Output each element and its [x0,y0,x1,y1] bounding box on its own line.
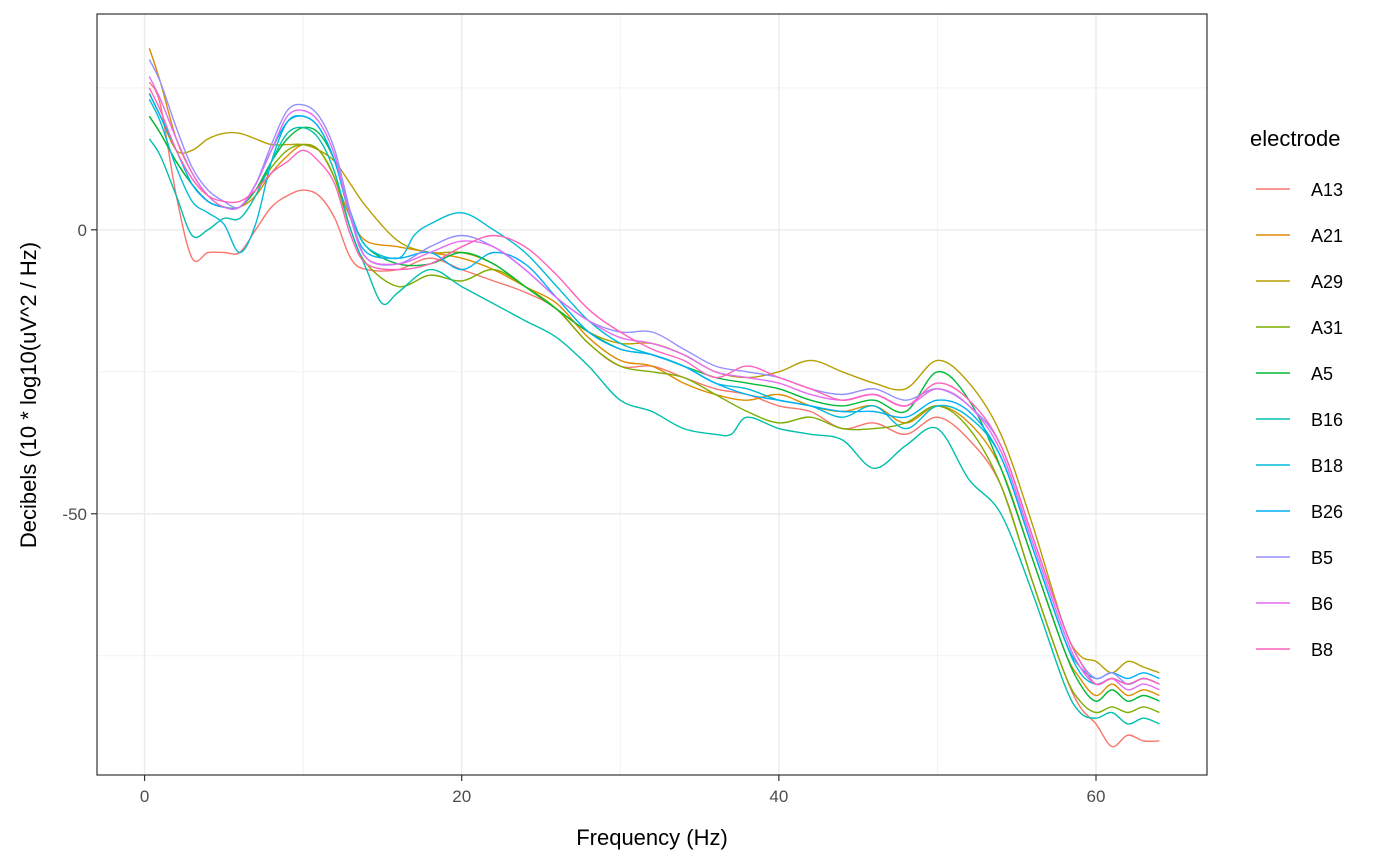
y-axis-title: Decibels (10 * log10(uV^2 / Hz) [16,242,41,548]
legend-label-b26: B26 [1311,502,1343,522]
series-line-b8 [148,87,1160,686]
legend-label-b8: B8 [1311,640,1333,660]
legend-label-b18: B18 [1311,456,1343,476]
x-tick-label: 40 [769,787,788,806]
legend-label-a29: A29 [1311,272,1343,292]
x-tick-label: 60 [1087,787,1106,806]
series-lines [148,47,1160,748]
legend-label-a21: A21 [1311,226,1343,246]
x-tick-label: 0 [140,787,149,806]
y-tick-label: -50 [62,505,87,524]
legend-label-b5: B5 [1311,548,1333,568]
legend-label-b16: B16 [1311,410,1343,430]
legend-label-a13: A13 [1311,180,1343,200]
series-line-b6 [148,76,1160,691]
grid-lines [97,14,1207,775]
legend-title: electrode [1250,126,1341,151]
y-axis-ticks: 0 -50 [62,221,97,524]
x-tick-label: 20 [452,787,471,806]
x-axis-title: Frequency (Hz) [576,825,728,850]
legend-label-a5: A5 [1311,364,1333,384]
legend-label-b6: B6 [1311,594,1333,614]
x-axis-ticks: 0 20 40 60 [140,775,1106,806]
legend-label-a31: A31 [1311,318,1343,338]
panel-border [96,13,1208,776]
y-tick-label: 0 [78,221,87,240]
legend: electrode A13 A21 A29 A31 A5 B16 B18 B26 B5 B6 B8 [1250,126,1343,660]
